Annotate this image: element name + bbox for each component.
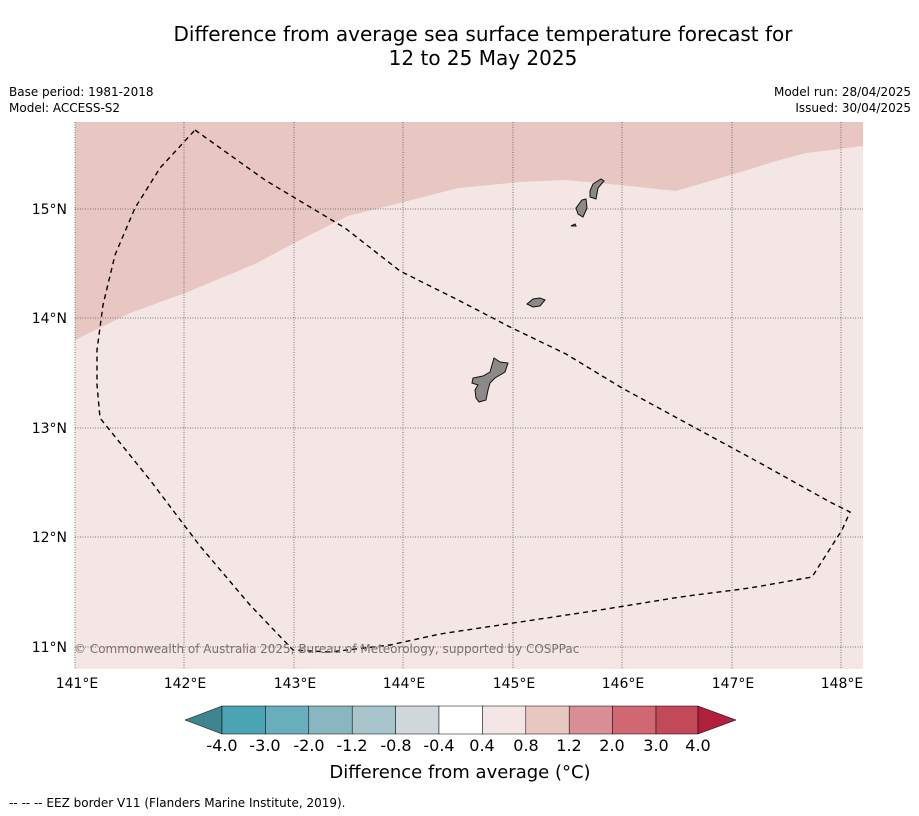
colorbar-label: 2.0 (599, 736, 624, 755)
model-text: Model: ACCESS-S2 (9, 101, 121, 115)
base-period-text: Base period: 1981-2018 (9, 85, 154, 99)
lat-label: 13°N (32, 421, 67, 437)
colorbar: -4.0 -3.0 -2.0 -1.2 -0.8 -0.4 0.4 0.8 1.… (184, 705, 737, 755)
meta-left: Base period: 1981-2018 Model: ACCESS-S2 (9, 84, 154, 116)
lon-label: 146°E (602, 676, 645, 692)
colorbar-segment (438, 705, 483, 735)
latitude-labels: 15°N 14°N 13°N 12°N 11°N (32, 202, 67, 656)
lon-label: 143°E (274, 676, 317, 692)
colorbar-label: -1.2 (336, 736, 367, 755)
colorbar-labels: -4.0 -3.0 -2.0 -1.2 -0.8 -0.4 0.4 0.8 1.… (206, 736, 710, 755)
colorbar-low-arrow (184, 705, 223, 735)
colorbar-segment (351, 705, 396, 735)
colorbar-high-arrow (697, 705, 737, 735)
colorbar-label: -0.8 (380, 736, 411, 755)
island-aguijan (570, 223, 577, 227)
meta-right: Model run: 28/04/2025 Issued: 30/04/2025 (774, 84, 911, 116)
lon-label: 142°E (164, 676, 207, 692)
colorbar-label: 3.0 (643, 736, 668, 755)
lon-label: 144°E (383, 676, 426, 692)
colorbar-title: Difference from average (°C) (329, 762, 591, 783)
colorbar-segments (221, 705, 699, 735)
colorbar-segment (612, 705, 657, 735)
colorbar-label: -3.0 (249, 736, 280, 755)
colorbar-label: 0.8 (513, 736, 538, 755)
lat-label: 12°N (32, 530, 67, 546)
colorbar-segment (221, 705, 266, 735)
colorbar-label: -4.0 (206, 736, 237, 755)
lon-label: 148°E (821, 676, 864, 692)
title-line-2: 12 to 25 May 2025 (388, 46, 578, 70)
island-tinian (575, 198, 588, 218)
issued-text: Issued: 30/04/2025 (795, 101, 911, 115)
lat-label: 15°N (32, 202, 67, 218)
island-saipan (589, 178, 605, 200)
lat-label: 11°N (32, 640, 67, 656)
longitude-labels: 141°E 142°E 143°E 144°E 145°E 146°E 147°… (56, 676, 864, 692)
model-run-text: Model run: 28/04/2025 (773, 85, 911, 99)
map-area: © Commonwealth of Australia 2025, Bureau… (74, 122, 863, 669)
title-line-1: Difference from average sea surface temp… (173, 22, 793, 46)
colorbar-label: -0.4 (423, 736, 454, 755)
island-rota (526, 297, 546, 308)
colorbar-label: 0.4 (469, 736, 494, 755)
colorbar-segment (308, 705, 353, 735)
lon-label: 141°E (56, 676, 99, 692)
colorbar-segment (525, 705, 570, 735)
lon-label: 145°E (493, 676, 536, 692)
colorbar-label: 1.2 (556, 736, 581, 755)
colorbar-label: 4.0 (685, 736, 710, 755)
map-title: Difference from average sea surface temp… (0, 22, 919, 70)
colorbar-segment (395, 705, 440, 735)
copyright-text: © Commonwealth of Australia 2025, Bureau… (74, 642, 579, 656)
islands (471, 178, 605, 403)
lat-label: 14°N (32, 311, 67, 327)
lon-label: 147°E (712, 676, 755, 692)
colorbar-segment (265, 705, 310, 735)
island-guam (471, 357, 509, 403)
eez-footnote: -- -- -- EEZ border V11 (Flanders Marine… (9, 796, 346, 810)
colorbar-segment (482, 705, 527, 735)
colorbar-segment (655, 705, 699, 735)
gridlines (74, 122, 863, 669)
colorbar-label: -2.0 (293, 736, 324, 755)
warm-anomaly-region-darker (75, 122, 863, 340)
colorbar-segment (568, 705, 613, 735)
